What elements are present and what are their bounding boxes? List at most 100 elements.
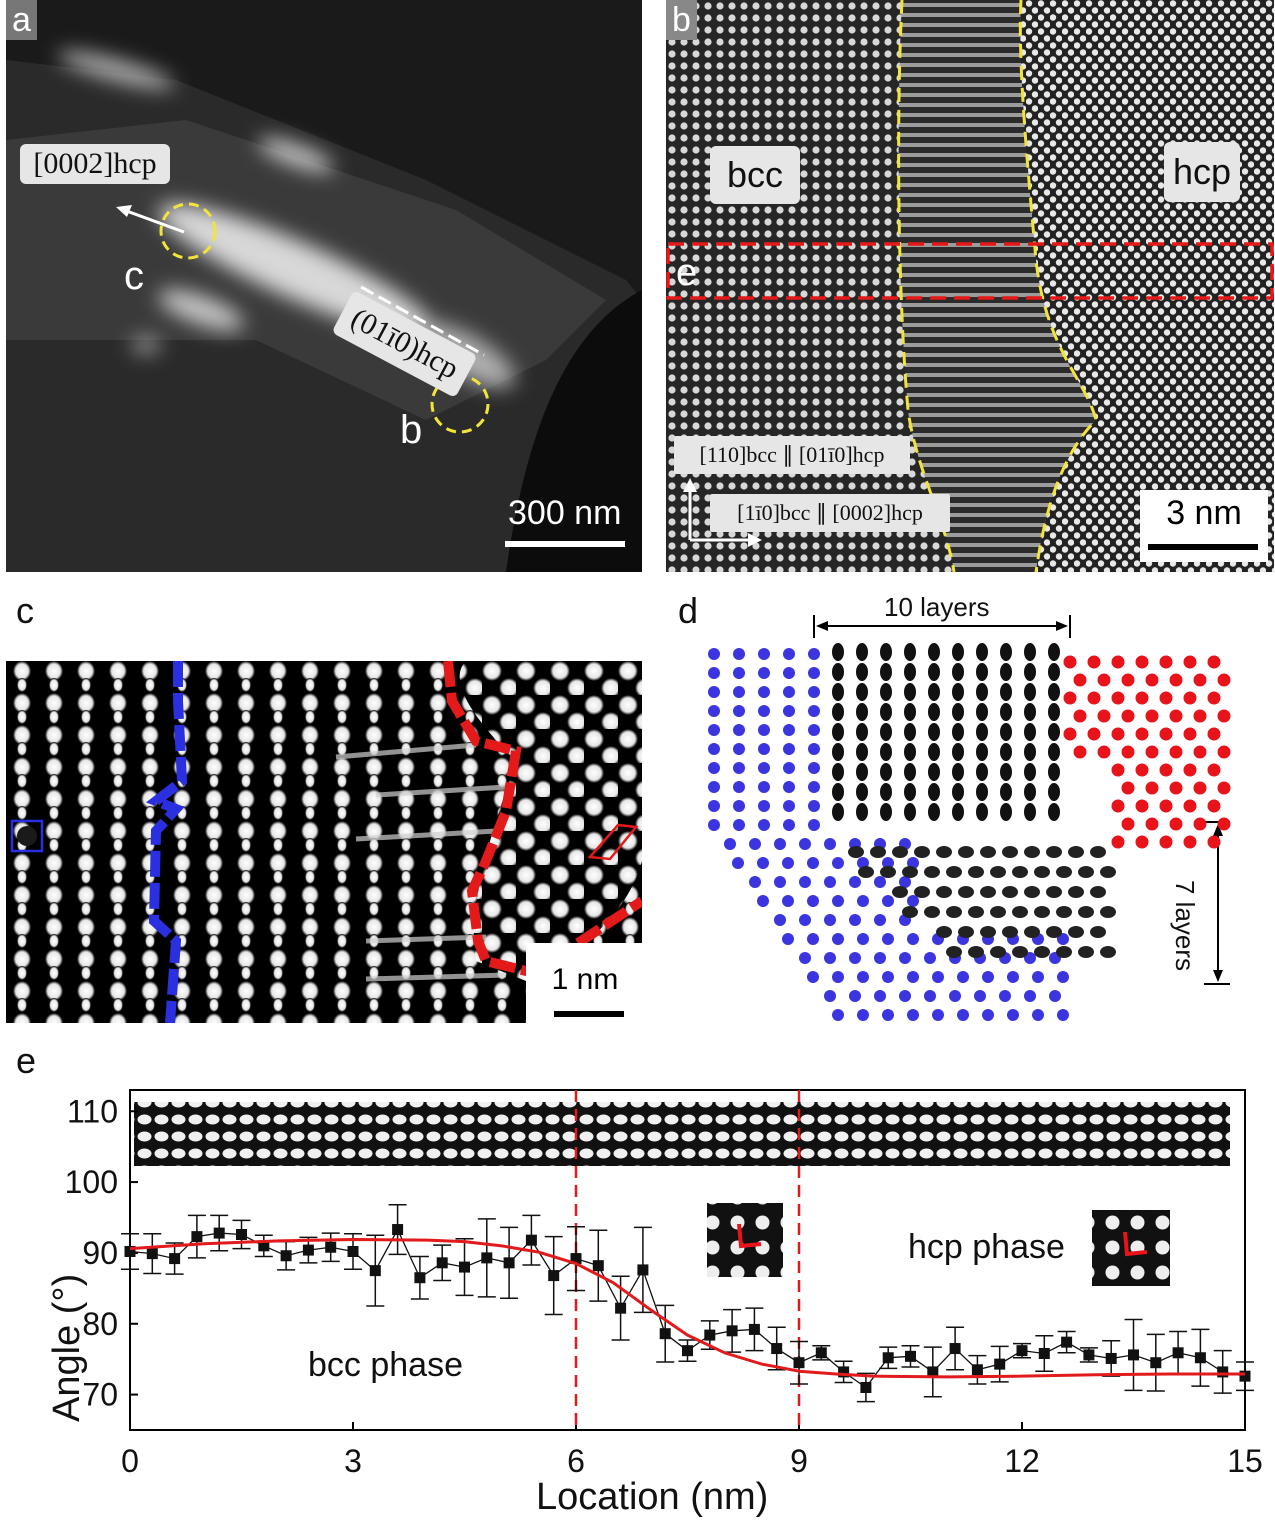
data-point: [213, 1227, 225, 1239]
bcc-atom: [907, 971, 919, 983]
y-tick-label: 100: [65, 1164, 118, 1200]
transition-atom: [936, 846, 952, 858]
bcc-atom: [808, 648, 820, 660]
bcc-atom: [783, 648, 795, 660]
hcp-atom: [1183, 655, 1197, 669]
panel-label-c: c: [16, 590, 34, 631]
hcp-atom: [1135, 655, 1149, 669]
transition-atom: [856, 643, 868, 661]
hcp-atom: [1217, 817, 1231, 831]
transition-atom: [952, 703, 964, 721]
transition-atom: [990, 946, 1006, 958]
bcc-atom: [824, 952, 836, 964]
transition-atom: [832, 703, 844, 721]
data-point: [592, 1260, 604, 1272]
transition-atom: [832, 803, 844, 821]
bcc-atom: [1057, 1009, 1069, 1021]
bcc-atom: [1057, 933, 1069, 945]
transition-atom: [1048, 683, 1060, 701]
hcp-atom: [1193, 817, 1207, 831]
data-point: [1150, 1357, 1162, 1369]
hcp-atom: [1097, 709, 1111, 723]
region-e-box: [666, 242, 1274, 300]
transition-atom: [952, 683, 964, 701]
y-tick-label: 80: [82, 1306, 118, 1342]
transition-atom: [1068, 886, 1084, 898]
transition-atom: [1000, 803, 1012, 821]
transition-atom: [880, 743, 892, 761]
panel-a-graphics: [6, 51, 642, 572]
transition-atom: [952, 803, 964, 821]
phase-label-hcp: hcp: [1164, 142, 1240, 202]
transition-atom: [958, 926, 974, 938]
data-point: [971, 1364, 983, 1376]
bcc-atom: [783, 781, 795, 793]
bcc-atom: [783, 686, 795, 698]
hcp-atom: [1111, 835, 1125, 849]
transition-atom: [1048, 783, 1060, 801]
bcc-atom: [1032, 1009, 1044, 1021]
bcc-atom: [907, 1009, 919, 1021]
hcp-atom: [1207, 727, 1221, 741]
hcp-atom: [1121, 817, 1135, 831]
transition-atom: [1048, 723, 1060, 741]
scale-bar-b-label: 3 nm: [1166, 494, 1242, 532]
angle-vs-location-chart: 0 3 6 9 12 15 70 80 90 100 110: [65, 1089, 1263, 1479]
lattice-strip: [134, 1102, 1230, 1166]
transition-atom: [952, 663, 964, 681]
hcp-atom: [1207, 799, 1221, 813]
hcp-atom: [1073, 709, 1087, 723]
data-connect-line: [129, 1228, 1246, 1389]
bcc-atom: [808, 724, 820, 736]
bcc-atom: [733, 724, 745, 736]
transition-atom: [856, 703, 868, 721]
hcp-atom: [1111, 727, 1125, 741]
bcc-atom: [757, 857, 769, 869]
transition-atom: [1056, 906, 1072, 918]
boundary-right: [1018, 0, 1098, 572]
bcc-atom: [849, 914, 861, 926]
bcc-atom: [783, 819, 795, 831]
data-point: [236, 1229, 247, 1240]
bcc-atom: [708, 648, 720, 660]
transition-atom: [1002, 886, 1018, 898]
hcp-atom: [1087, 655, 1101, 669]
bcc-atom: [732, 857, 744, 869]
bcc-atom: [758, 743, 770, 755]
bcc-atom: [874, 914, 886, 926]
hcp-atom: [1207, 835, 1221, 849]
bcc-atom: [733, 800, 745, 812]
data-point: [927, 1366, 939, 1378]
hcp-unit-cell: [587, 823, 639, 861]
transition-atom: [928, 783, 940, 801]
hcp-atom: [1159, 763, 1173, 777]
transition-atom: [858, 866, 874, 878]
transition-atom: [1078, 906, 1094, 918]
transition-atom: [1012, 866, 1028, 878]
bcc-atom: [874, 876, 886, 888]
bcc-atom: [757, 895, 769, 907]
transition-atom: [1056, 946, 1072, 958]
transition-atom: [914, 846, 930, 858]
transition-atom: [1090, 846, 1106, 858]
transition-atom: [856, 743, 868, 761]
transition-atom: [904, 783, 916, 801]
hcp-atom: [1217, 781, 1231, 795]
bcc-atom: [874, 952, 886, 964]
bcc-atom: [758, 705, 770, 717]
data-point: [682, 1345, 693, 1357]
bcc-atom: [782, 895, 794, 907]
hcp-atom: [1159, 799, 1173, 813]
transition-atom: [1056, 866, 1072, 878]
hcp-atom: [1121, 745, 1135, 759]
bcc-atom: [949, 990, 961, 1002]
y-axis-label-wrap: Angle (°): [0, 1172, 88, 1422]
data-point: [1038, 1348, 1050, 1359]
hcp-atom: [1183, 763, 1197, 777]
bcc-atom: [982, 971, 994, 983]
transition-atom: [958, 886, 974, 898]
transition-atom: [1000, 643, 1012, 661]
panel-label-d: d: [678, 590, 699, 631]
bcc-atom: [924, 990, 936, 1002]
bcc-atom: [874, 990, 886, 1002]
